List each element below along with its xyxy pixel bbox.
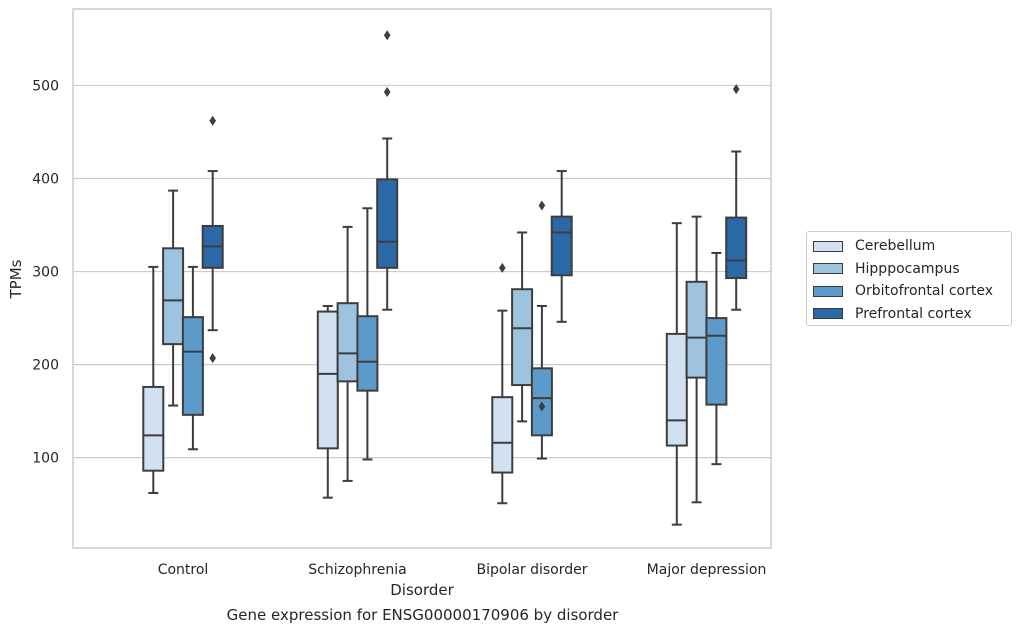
iqr-box	[665, 332, 688, 447]
outlier-point	[383, 30, 391, 41]
box-cerebellum	[316, 304, 339, 499]
iqr-box	[336, 302, 359, 383]
iqr-box	[162, 247, 185, 346]
box-hipppocampus	[511, 231, 534, 423]
y-tick-label: 500	[32, 78, 59, 94]
box-orbitofrontal-cortex	[181, 265, 204, 451]
legend-swatch	[813, 308, 843, 320]
outlier-point	[209, 115, 216, 126]
box-prefrontal-cortex	[376, 30, 399, 311]
iqr-box	[705, 317, 728, 406]
y-tick-label: 400	[32, 172, 59, 188]
legend-item: Prefrontal cortex	[813, 303, 1011, 326]
box-hipppocampus	[162, 189, 185, 407]
iqr-box	[376, 178, 399, 269]
outlier-point	[499, 262, 506, 273]
legend-swatch	[813, 263, 843, 275]
legend-label: Hipppocampus	[855, 260, 960, 277]
box-cerebellum	[491, 262, 514, 505]
legend-item: Orbitofrontal cortex	[813, 280, 1011, 303]
iqr-box	[356, 315, 379, 392]
iqr-box	[491, 396, 514, 474]
outlier-point	[538, 401, 546, 412]
box-orbitofrontal-cortex	[530, 200, 553, 460]
box-prefrontal-cortex	[550, 170, 573, 323]
x-tick-label: Major depression	[647, 562, 767, 578]
y-tick-label: 300	[32, 265, 59, 281]
legend-label: Orbitofrontal cortex	[855, 283, 993, 300]
box-prefrontal-cortex	[725, 84, 748, 311]
legend-label: Cerebellum	[855, 238, 936, 255]
iqr-box	[181, 316, 204, 416]
x-tick-label: Bipolar disorder	[476, 562, 587, 578]
iqr-box	[316, 310, 339, 450]
outlier-point	[538, 200, 546, 211]
box-prefrontal-cortex	[201, 115, 224, 364]
legend-swatch	[813, 240, 843, 252]
legend: Cerebellum Hipppocampus Orbitofrontal cort…	[806, 231, 1012, 326]
x-tick-labels: Control Schizophrenia Bipolar disorder Majo…	[158, 562, 767, 578]
box-orbitofrontal-cortex	[705, 251, 728, 466]
outlier-point	[209, 353, 216, 364]
iqr-box	[725, 216, 748, 280]
iqr-box	[511, 288, 534, 387]
outlier-point	[383, 86, 391, 97]
box-cerebellum	[665, 222, 688, 526]
x-axis-label: Disorder	[390, 581, 454, 599]
legend-label: Prefrontal cortex	[855, 305, 972, 322]
box-series	[142, 30, 748, 526]
chart-caption: Gene expression for ENSG00000170906 by d…	[226, 606, 619, 624]
y-tick-labels: 100 200 300 400 500	[32, 78, 59, 466]
x-tick-label: Schizophrenia	[308, 562, 406, 578]
y-axis-label: TPMs	[7, 259, 25, 299]
box-orbitofrontal-cortex	[356, 207, 379, 461]
y-tick-label: 200	[32, 358, 59, 374]
x-tick-label: Control	[158, 562, 209, 578]
outlier-point	[732, 84, 740, 95]
iqr-box	[550, 215, 573, 277]
iqr-box	[685, 280, 708, 379]
legend-swatch	[813, 285, 843, 297]
legend-item: Hipppocampus	[813, 258, 1011, 281]
box-cerebellum	[142, 265, 165, 495]
iqr-box	[142, 385, 165, 472]
y-tick-label: 100	[32, 451, 59, 467]
legend-item: Cerebellum	[813, 235, 1011, 258]
